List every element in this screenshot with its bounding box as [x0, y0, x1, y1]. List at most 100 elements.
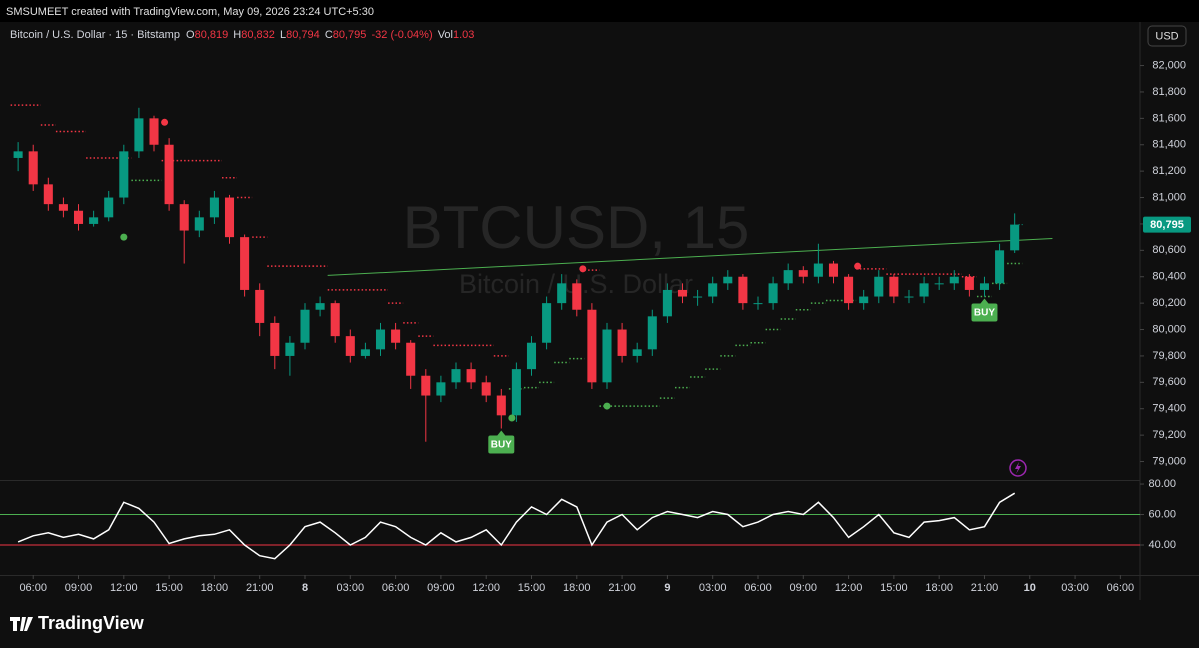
x-tick-label: 06:00	[1107, 582, 1135, 594]
candle-body	[632, 349, 642, 356]
candle-body	[738, 276, 748, 304]
rsi-line	[17, 492, 1016, 560]
candle-body	[13, 151, 23, 158]
trendline	[327, 237, 1053, 276]
candle-body	[466, 369, 476, 383]
y-tick-label: 79,200	[1152, 429, 1186, 441]
currency-button[interactable]: USD	[1147, 25, 1187, 47]
last-price-label: 80,795	[1150, 219, 1184, 231]
candle-body	[149, 118, 159, 145]
alert-icon[interactable]	[1009, 459, 1027, 477]
header-bar	[0, 0, 1199, 22]
candle-body	[995, 250, 1005, 284]
candle-body	[753, 303, 763, 305]
candle-body	[28, 151, 38, 185]
x-tick-label: 18:00	[925, 582, 953, 594]
x-tick-label: 15:00	[880, 582, 908, 594]
last-price-tag	[1143, 216, 1191, 233]
candle-body	[224, 197, 235, 238]
y-tick-label: 80,400	[1152, 271, 1186, 283]
x-tick-label: 06:00	[19, 582, 47, 594]
candle-body	[647, 316, 657, 350]
currency-button-text[interactable]: USD	[1155, 30, 1178, 42]
x-tick-label: 8	[302, 582, 308, 594]
candle-body	[134, 118, 144, 152]
candle-body	[783, 270, 793, 284]
y-tick-label: 80,600	[1152, 244, 1186, 256]
candle-body	[104, 197, 114, 218]
watermark-symbol: BTCUSD, 15	[403, 194, 750, 261]
candle-body	[919, 283, 929, 297]
candle-body	[89, 217, 99, 224]
candle-body	[58, 204, 68, 211]
candle-body	[587, 309, 597, 383]
x-tick-label: 09:00	[427, 582, 455, 594]
y-tick-label: 40.00	[1148, 539, 1176, 551]
legend-vol-label: Vol	[438, 29, 453, 41]
x-tick-label: 03:00	[699, 582, 727, 594]
candle-body	[798, 270, 808, 277]
candle-body	[572, 283, 582, 310]
candle-body	[677, 289, 688, 297]
legend-symbol: Bitcoin / U.S. Dollar · 15 · Bitstamp	[10, 29, 180, 41]
sell-marker	[161, 118, 169, 126]
legend-low: 80,794	[286, 29, 320, 41]
x-tick-label: 18:00	[201, 582, 229, 594]
candle-body	[270, 322, 280, 356]
x-tick-label: 18:00	[563, 582, 591, 594]
buy-label-box	[971, 303, 998, 322]
candle-body	[43, 184, 53, 205]
y-tick-label: 81,200	[1152, 165, 1186, 177]
candle-body	[496, 395, 506, 416]
legend-c-label: C	[325, 29, 333, 41]
candle-body	[979, 283, 990, 290]
legend-open: 80,819	[195, 29, 229, 41]
candle-body	[375, 329, 386, 350]
candle-body	[602, 329, 612, 383]
candle-body	[345, 336, 355, 356]
candle-body	[73, 210, 84, 224]
candle-body	[813, 263, 823, 277]
x-tick-label: 06:00	[382, 582, 410, 594]
x-tick-label: 15:00	[155, 582, 183, 594]
candle-body	[179, 204, 189, 231]
candle-body	[889, 276, 899, 297]
candle-body	[542, 303, 552, 343]
legend-volume: 1.03	[453, 29, 474, 41]
y-tick-label: 80,200	[1152, 297, 1186, 309]
x-tick-label: 03:00	[337, 582, 365, 594]
y-tick-label: 79,000	[1152, 455, 1186, 467]
legend-l-label: L	[280, 29, 286, 41]
y-tick-label: 81,800	[1152, 86, 1186, 98]
candle-body	[240, 237, 250, 290]
candle-body	[662, 289, 672, 317]
buy-label-pointer	[980, 298, 989, 304]
buy-label-box	[488, 435, 515, 454]
y-tick-label: 79,800	[1152, 350, 1186, 362]
buy-marker	[603, 402, 611, 410]
candle-body	[315, 303, 325, 310]
candle-body	[1010, 224, 1020, 251]
x-tick-label: 9	[664, 582, 670, 594]
buy-label-text: BUY	[974, 308, 995, 319]
candle-body	[708, 283, 718, 297]
alert-icon-ring[interactable]	[1009, 459, 1027, 477]
legend-o-label: O	[186, 29, 195, 41]
candle-body	[209, 197, 219, 218]
candle-body	[391, 329, 401, 343]
x-tick-label: 09:00	[790, 582, 818, 594]
candle-body	[768, 283, 778, 304]
sell-marker	[854, 262, 862, 270]
price-pane: 79,000 79,200 79,400 79,600 79,800 80,000 80,2…	[10, 59, 1191, 467]
x-tick-label: 09:00	[65, 582, 93, 594]
candle-body	[844, 276, 854, 304]
y-tick-label: 79,400	[1152, 403, 1186, 415]
candle-body	[164, 144, 174, 205]
currency-button-frame[interactable]	[1147, 25, 1187, 47]
y-tick-label: 79,600	[1152, 376, 1186, 388]
alert-icon-bolt[interactable]	[1015, 462, 1021, 474]
candle-body	[617, 329, 627, 356]
brand-name: TradingView	[38, 613, 145, 633]
